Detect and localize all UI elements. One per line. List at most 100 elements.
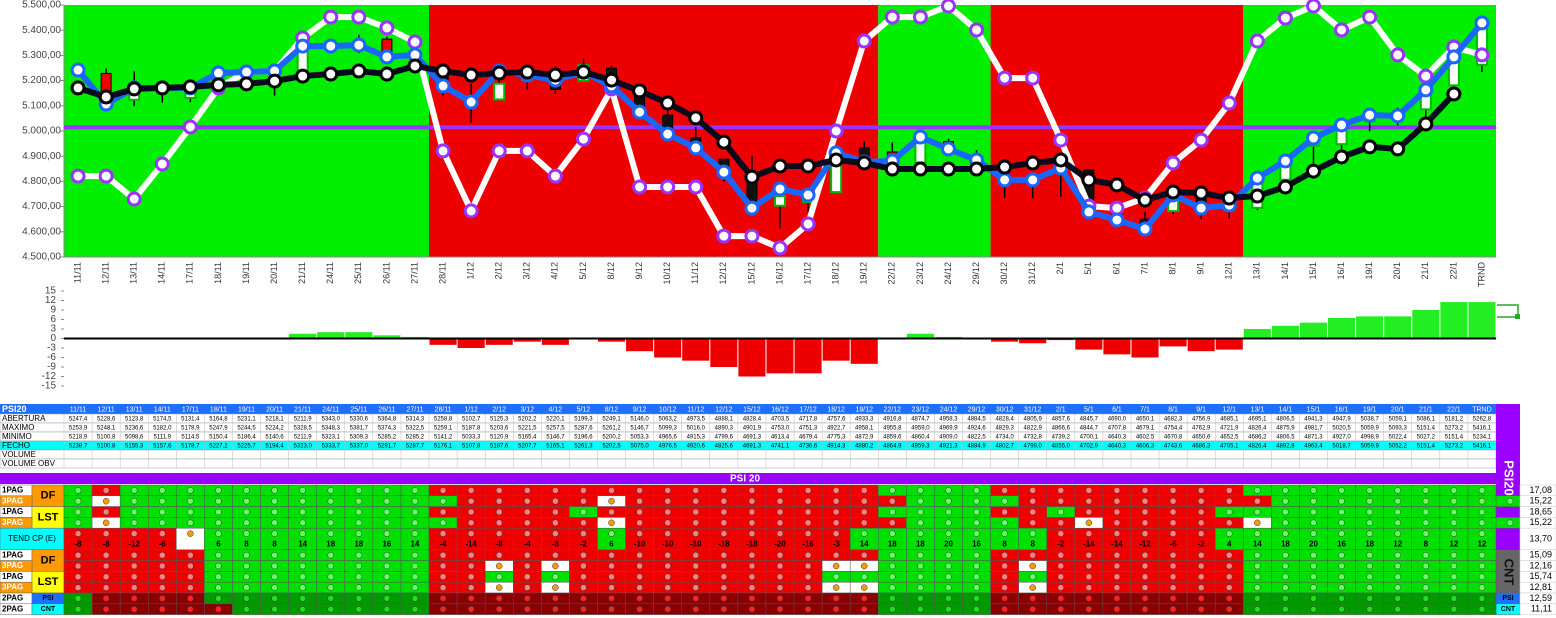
signal-dot (1001, 487, 1008, 494)
table-cell: 5381,7 (350, 425, 369, 431)
signal-dot (355, 573, 363, 581)
line-marker (1221, 190, 1237, 206)
signal-dot (355, 562, 363, 570)
table-cell: 4958,3 (939, 416, 958, 422)
signal-dot (1450, 530, 1458, 537)
signal-dot (973, 562, 980, 570)
bar (457, 338, 485, 348)
tend-value: 8 (1002, 540, 1007, 549)
table-cell: 4915,3 (687, 434, 706, 440)
signal-dot (1450, 573, 1458, 581)
table-date: 16/12 (771, 406, 789, 413)
table-cell: 4826,4 (1248, 425, 1267, 431)
signal-dot (1057, 530, 1065, 537)
signal-dot (383, 605, 391, 613)
y-tick-label: -15 (42, 381, 57, 392)
table-date: 14/1 (1279, 406, 1293, 413)
signal-dot (973, 508, 980, 516)
tend-value: -12 (1139, 540, 1151, 549)
signal-dot (1057, 562, 1065, 570)
table-cell: 4613,4 (771, 434, 790, 440)
row-label: 3PAG (2, 518, 23, 527)
signal-dot (130, 551, 138, 559)
line-marker (1109, 212, 1125, 228)
signal-dot (1366, 573, 1373, 581)
row-label: 1PAG (2, 507, 23, 516)
signal-dot (243, 551, 250, 559)
table-cell: 5257,5 (546, 425, 565, 431)
table-cell: 4650,6 (1192, 434, 1211, 440)
table-date: 30/12 (996, 406, 1014, 413)
table-cell: 5330,6 (350, 416, 369, 422)
table-row-label: MINIMO (2, 432, 32, 441)
line-marker (940, 161, 956, 177)
signal-dot (243, 508, 250, 516)
signal-dot (917, 595, 924, 602)
table-cell: 5196,6 (574, 434, 593, 440)
signal-dot (495, 519, 503, 527)
table-cell: 4762,9 (1192, 425, 1211, 431)
signal-dot (608, 530, 615, 537)
signal-dot (1085, 530, 1093, 537)
signal-dot (945, 487, 952, 494)
tend-value: 8 (272, 540, 277, 549)
tend-value: 18 (888, 540, 897, 549)
bar (1131, 338, 1159, 358)
x-tick-label: 19/11 (241, 262, 251, 284)
y-tick-label: 5.200,00 (22, 75, 61, 86)
y-tick-label: 4.800,00 (22, 176, 61, 187)
signal-dot (1366, 508, 1373, 516)
signal-dot (355, 530, 363, 537)
line-marker (1025, 155, 1041, 171)
x-tick-label: 13/11 (129, 262, 139, 284)
signal-dot (720, 530, 728, 537)
signal-dot (945, 508, 952, 516)
signal-dot (327, 519, 334, 527)
signal-dot (664, 530, 671, 537)
signal-dot (495, 497, 503, 505)
line-marker (1277, 179, 1293, 195)
y-tick-label: 5.300,00 (22, 50, 61, 61)
x-tick-label: 10/12 (662, 262, 672, 285)
signal-dot (215, 508, 222, 516)
signal-dot (1169, 573, 1177, 581)
row-label: 3PAG (2, 583, 23, 592)
signal-dot (917, 508, 924, 516)
table-cell: 5140,6 (265, 434, 284, 440)
table-cell: 4805,9 (1024, 416, 1043, 422)
y-tick-label: -3 (47, 343, 56, 354)
signal-dot (383, 530, 391, 537)
tend-value: -14 (1083, 540, 1095, 549)
signal-dot (608, 562, 615, 570)
signal-dot (1422, 562, 1430, 570)
table-cell: 5364,8 (378, 416, 397, 422)
signal-dot (945, 530, 952, 537)
signal-dot (1450, 605, 1458, 613)
line-marker (1165, 184, 1181, 200)
table-cell: 5374,3 (378, 425, 397, 431)
signal-dot (804, 551, 812, 559)
signal-dot (187, 508, 194, 516)
signal-dot (383, 573, 391, 581)
bar (1215, 338, 1243, 350)
signal-dot (832, 605, 840, 613)
signal-dot (608, 605, 615, 613)
table-cell: 5165,1 (546, 443, 565, 449)
line-marker (210, 65, 226, 81)
line-marker (154, 156, 170, 172)
signal-dot (860, 605, 868, 613)
signal-dot (1001, 519, 1008, 527)
line-marker (575, 131, 591, 147)
signal-dot (524, 595, 531, 602)
signal-dot (355, 551, 363, 559)
table-row-label: VOLUME (2, 450, 36, 459)
signal-dot (299, 519, 306, 527)
bar (317, 332, 345, 339)
signal-dot (1169, 519, 1177, 527)
trend-bracket (1497, 304, 1519, 318)
tend-value: 14 (411, 540, 420, 549)
signal-dot (945, 551, 952, 559)
signal-dot (355, 605, 363, 613)
signal-dot (215, 584, 222, 591)
table-cell: 5247,9 (209, 425, 228, 431)
